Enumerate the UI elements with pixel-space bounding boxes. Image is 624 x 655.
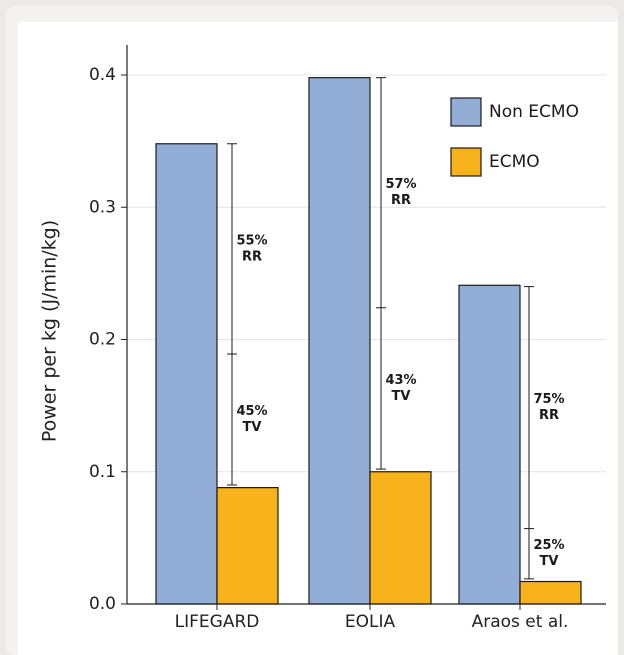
- annotation-upper-pct: 55%: [236, 233, 267, 248]
- legend-label-non-ecmo: Non ECMO: [489, 102, 579, 122]
- bar-ecmo-0: [216, 487, 279, 605]
- x-tick-label: EOLIA: [345, 612, 396, 632]
- legend-swatch-non-ecmo: [450, 97, 482, 127]
- bar-ecmo-1: [369, 471, 432, 605]
- annotation-lower-pct: 25%: [533, 538, 564, 553]
- y-tick-label: 0.3: [89, 197, 116, 217]
- legend-label-ecmo: ECMO: [489, 152, 540, 172]
- axes: 0.0 0.1 0.2 0.3 0.4 LIFEGARD EOLIA Araos et al.: [89, 45, 606, 632]
- annotation-upper-label: RR: [391, 193, 411, 208]
- y-tick-label: 0.1: [89, 462, 116, 482]
- bar-non-ecmo-1: [308, 77, 371, 605]
- legend-swatch-ecmo: [450, 147, 482, 177]
- bar-ecmo-2: [519, 580, 582, 605]
- bar-non-ecmo-2: [458, 284, 521, 605]
- y-tick-label: 0.0: [89, 594, 116, 614]
- annotation-upper-label: RR: [539, 408, 559, 423]
- bar-non-ecmo-0: [155, 143, 218, 605]
- bars: [155, 77, 582, 605]
- annotation-upper-label: RR: [242, 249, 262, 264]
- annotation-lower-label: TV: [243, 420, 262, 435]
- annotation-upper-pct: 75%: [533, 392, 564, 407]
- annotation-lower-pct: 45%: [236, 404, 267, 419]
- y-tick-label: 0.4: [89, 65, 116, 85]
- annotation-lower-label: TV: [540, 554, 559, 569]
- annotation-lower-pct: 43%: [385, 373, 416, 388]
- y-tick-label: 0.2: [89, 330, 116, 350]
- annotation-lower-label: TV: [392, 389, 411, 404]
- legend: Non ECMO ECMO: [450, 97, 579, 177]
- x-tick-label: LIFEGARD: [175, 612, 260, 632]
- x-tick-label: Araos et al.: [472, 612, 569, 632]
- y-axis-label: Power per kg (J/min/kg): [39, 220, 61, 442]
- annotation-upper-pct: 57%: [385, 177, 416, 192]
